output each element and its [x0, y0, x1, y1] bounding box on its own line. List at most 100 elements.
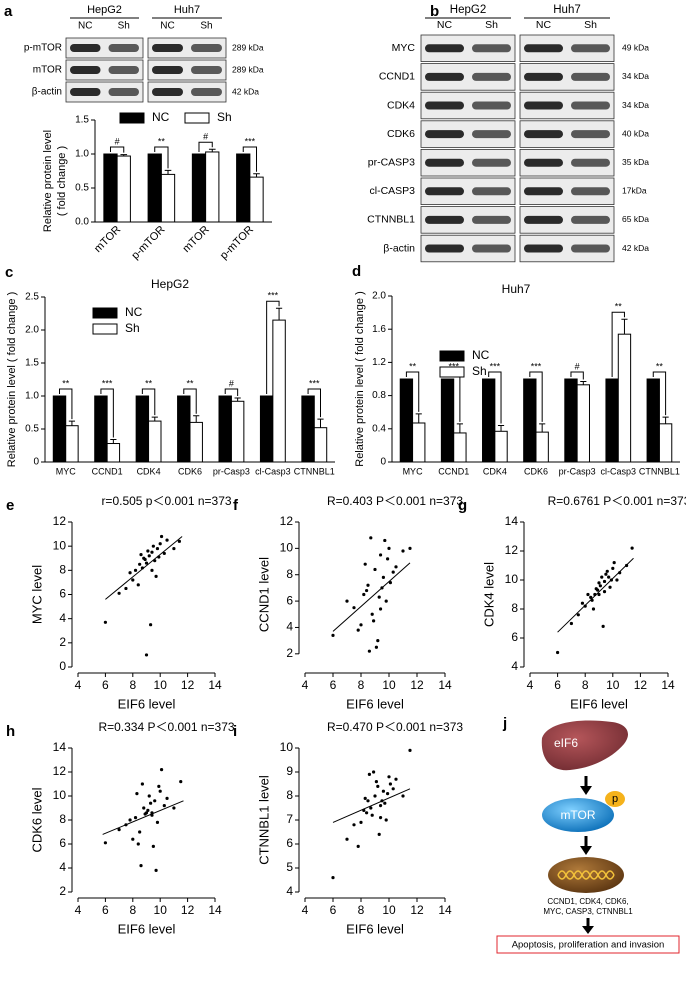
row-label: β-actin — [383, 242, 415, 254]
band — [425, 244, 464, 253]
significance-bracket — [570, 371, 584, 380]
row-size: 35 kDa — [622, 157, 649, 167]
x-tick-label: 12 — [410, 678, 424, 692]
lane-label: NC — [160, 21, 174, 32]
point — [139, 553, 143, 557]
blot-box — [65, 59, 144, 81]
band — [571, 130, 610, 139]
y-tick-label: 0.0 — [75, 217, 89, 228]
point — [133, 568, 138, 572]
y-tick-label: 12 — [53, 764, 67, 778]
bar — [230, 400, 245, 463]
significance: *** — [309, 378, 320, 388]
significance: ** — [656, 361, 664, 371]
bar — [148, 420, 162, 463]
point — [154, 868, 158, 873]
y-axis-label: ( fold change ) — [56, 146, 68, 216]
band — [524, 215, 563, 224]
x-tick-label: 4 — [302, 678, 309, 692]
bar — [272, 319, 286, 463]
band — [571, 215, 610, 224]
band — [472, 44, 511, 53]
significance-bracket — [266, 300, 280, 394]
y-tick-label: 1.2 — [372, 357, 386, 368]
arrow-head — [580, 846, 592, 855]
y-tick-label: 8 — [59, 563, 66, 577]
mtor-node — [542, 798, 614, 832]
significance-bracket — [529, 371, 543, 422]
bar — [617, 333, 632, 463]
point — [596, 588, 600, 592]
point — [165, 796, 169, 801]
error-bar — [253, 173, 260, 178]
bar — [412, 422, 426, 463]
bar — [494, 430, 508, 463]
significance-bracket — [242, 146, 258, 172]
row-label: MYC — [392, 42, 416, 54]
y-axis-label: Relative protein level ( fold change ) — [354, 291, 366, 466]
row-size: 65 kDa — [622, 214, 649, 224]
y-tick-label: 6 — [286, 836, 293, 850]
y-tick-label: 1.5 — [75, 115, 89, 126]
y-tick-label: 4 — [59, 611, 66, 625]
y-tick-label: 1.0 — [75, 149, 89, 160]
panel-letter: f — [233, 497, 239, 514]
point — [356, 628, 360, 632]
x-tick-label: 10 — [382, 678, 396, 692]
y-axis-label: Relative protein level ( fold change ) — [6, 292, 18, 467]
band — [70, 66, 101, 74]
point — [345, 599, 349, 603]
x-tick-label: 10 — [154, 903, 168, 917]
error-bar — [456, 423, 463, 433]
band — [108, 88, 139, 96]
trendline — [105, 536, 183, 600]
trendline — [102, 800, 184, 835]
point — [177, 539, 181, 543]
y-tick-label: 9 — [286, 764, 293, 778]
y-tick-label: 2.0 — [25, 325, 39, 336]
row-label: CCND1 — [379, 71, 415, 83]
significance-bracket — [488, 371, 502, 424]
band — [524, 44, 563, 53]
point — [583, 604, 587, 608]
trendline — [332, 788, 411, 823]
point — [151, 544, 155, 548]
point — [580, 601, 585, 605]
y-tick-label: 8 — [59, 812, 66, 826]
blot-box — [65, 37, 144, 59]
y-tick-label: 14 — [53, 740, 67, 754]
y-tick-label: 14 — [505, 514, 519, 528]
y-tick-label: 0.5 — [25, 424, 39, 435]
legend-label: NC — [152, 110, 170, 124]
row-size: 17kDa — [622, 186, 647, 196]
point — [600, 575, 604, 579]
x-tick-label: 14 — [438, 903, 452, 917]
point — [131, 578, 135, 582]
cell-line: Huh7 — [553, 4, 581, 16]
panel-letter: i — [233, 723, 237, 740]
point — [602, 579, 607, 584]
significance: # — [575, 361, 580, 371]
x-tick-label: CTNNBL1 — [294, 466, 335, 476]
point — [142, 806, 146, 810]
phospho-node — [605, 791, 625, 807]
x-tick-label: 8 — [358, 903, 365, 917]
chart-title: R=0.334 P＜0.001 n=373 — [98, 720, 234, 734]
lane-label: Sh — [485, 19, 498, 31]
row-size: 34 kDa — [622, 71, 649, 81]
lane-label: Sh — [200, 21, 212, 32]
chart-title: R=0.470 P＜0.001 n=373 — [327, 720, 463, 734]
band — [472, 244, 511, 253]
gene-list: CCND1, CDK4, CDK6, — [547, 897, 628, 906]
legend-swatch — [92, 307, 118, 319]
x-tick-label: 10 — [606, 678, 620, 692]
point — [394, 565, 398, 569]
point — [162, 551, 166, 556]
point — [597, 592, 601, 597]
legend-swatch — [439, 350, 465, 362]
point — [394, 777, 398, 781]
point — [391, 570, 395, 574]
point — [138, 562, 142, 566]
point — [140, 782, 144, 786]
